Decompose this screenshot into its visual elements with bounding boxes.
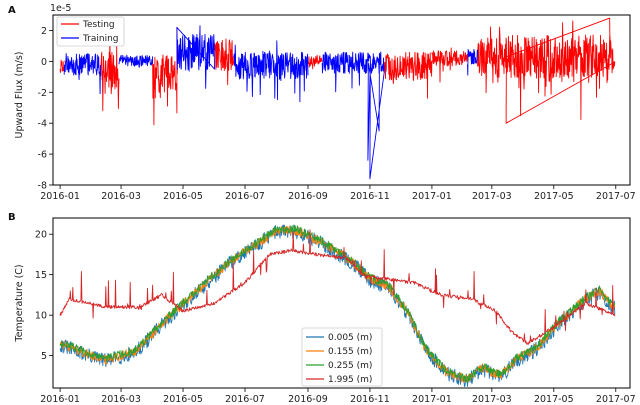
a-xtick-label-8: 2017-05 bbox=[534, 191, 574, 202]
panel-b-legend: 0.005 (m) 0.155 (m) 0.255 (m) 1.995 (m) bbox=[301, 327, 383, 387]
panel-b-y-ticks: 20 15 10 5 bbox=[35, 230, 53, 362]
series-training-segment-4 bbox=[321, 51, 385, 180]
panel-b-lines bbox=[59, 224, 616, 387]
b-xtick-label-6: 2017-01 bbox=[412, 394, 452, 405]
a-xtick-label-3: 2016-07 bbox=[225, 191, 265, 202]
series-training-segment-3 bbox=[233, 40, 309, 103]
a-ytick-label-1: 0 bbox=[41, 57, 47, 68]
panel-a-legend: Testing Training bbox=[56, 16, 125, 47]
a-xtick-label-1: 2016-03 bbox=[101, 191, 141, 202]
b-ytick-label-0: 20 bbox=[35, 230, 47, 241]
panel-a-offset-text: 1e-5 bbox=[50, 3, 71, 14]
b-ytick-label-1: 15 bbox=[35, 270, 47, 281]
b-xtick-label-3: 2016-07 bbox=[225, 394, 265, 405]
a-ytick-label-4: -6 bbox=[38, 150, 47, 161]
legend-label-1995: 1.995 (m) bbox=[328, 375, 372, 385]
a-ytick-label-0: 2 bbox=[41, 26, 47, 37]
legend-label-0255: 0.255 (m) bbox=[328, 361, 372, 371]
panel-a-y-ticks: 2 0 -2 -4 -6 -8 bbox=[38, 26, 53, 192]
a-ytick-label-2: -2 bbox=[38, 88, 47, 99]
panel-b-x-ticks: 2016-01 2016-03 2016-05 2016-07 2016-09 2016-… bbox=[40, 388, 636, 405]
series-testing-segment-6 bbox=[431, 47, 468, 83]
series-training-segment-5 bbox=[467, 48, 479, 76]
panel-b-label: B bbox=[8, 212, 16, 223]
panel-a-label: A bbox=[8, 5, 16, 16]
panel-a-lines bbox=[59, 17, 616, 180]
series-line-1 bbox=[59, 225, 616, 384]
series-line-3 bbox=[59, 229, 616, 345]
a-ytick-label-5: -8 bbox=[38, 181, 47, 192]
b-ytick-label-2: 10 bbox=[35, 311, 47, 322]
panel-a-ylabel: Upward Flux (m/s) bbox=[14, 52, 25, 139]
panel-b-ylabel: Temperature (C) bbox=[14, 264, 25, 342]
a-xtick-label-6: 2017-01 bbox=[412, 191, 452, 202]
series-testing-segment-0 bbox=[59, 59, 65, 73]
panel-a-x-ticks: 2016-01 2016-03 2016-05 2016-07 2016-09 2016-… bbox=[40, 185, 636, 202]
b-xtick-label-8: 2017-05 bbox=[534, 394, 574, 405]
b-xtick-label-2: 2016-05 bbox=[163, 394, 203, 405]
a-xtick-label-0: 2016-01 bbox=[40, 191, 80, 202]
legend-label-0005: 0.005 (m) bbox=[328, 333, 372, 343]
panel-a-frame bbox=[52, 14, 631, 186]
series-line-2 bbox=[59, 224, 616, 383]
legend-label-training: Training bbox=[82, 34, 119, 44]
series-testing-segment-2 bbox=[152, 26, 178, 126]
legend-label-testing: Testing bbox=[82, 20, 115, 30]
a-xtick-label-2: 2016-05 bbox=[163, 191, 203, 202]
b-xtick-label-9: 2017-07 bbox=[596, 394, 636, 405]
series-testing-segment-7 bbox=[477, 17, 616, 124]
a-xtick-label-4: 2016-09 bbox=[288, 191, 328, 202]
series-testing-segment-4 bbox=[307, 54, 323, 70]
legend-label-0155: 0.155 (m) bbox=[328, 347, 372, 357]
panel-b: B Temperature (C) 20 15 10 5 2016-01 2016-03… bbox=[8, 212, 636, 405]
b-xtick-label-0: 2016-01 bbox=[40, 394, 80, 405]
b-ytick-label-3: 5 bbox=[41, 351, 47, 362]
series-testing-segment-5 bbox=[383, 51, 433, 99]
a-xtick-label-5: 2016-11 bbox=[350, 191, 390, 202]
series-training-segment-1 bbox=[118, 54, 154, 68]
series-training-segment-0 bbox=[63, 53, 102, 95]
b-xtick-label-4: 2016-09 bbox=[288, 394, 328, 405]
panel-a: A 1e-5 Upward Flux (m/s) 2 0 -2 -4 -6 -8 2016… bbox=[8, 3, 636, 202]
b-xtick-label-1: 2016-03 bbox=[101, 394, 141, 405]
a-ytick-label-3: -4 bbox=[38, 119, 47, 130]
series-testing-segment-3 bbox=[214, 38, 235, 86]
a-xtick-label-9: 2017-07 bbox=[596, 191, 636, 202]
a-xtick-label-7: 2017-03 bbox=[472, 191, 512, 202]
panel-b-legend-box bbox=[301, 327, 383, 387]
b-xtick-label-5: 2016-11 bbox=[350, 394, 390, 405]
panel-b-frame bbox=[52, 217, 631, 389]
b-xtick-label-7: 2017-03 bbox=[472, 394, 512, 405]
series-training-segment-2 bbox=[176, 25, 215, 89]
